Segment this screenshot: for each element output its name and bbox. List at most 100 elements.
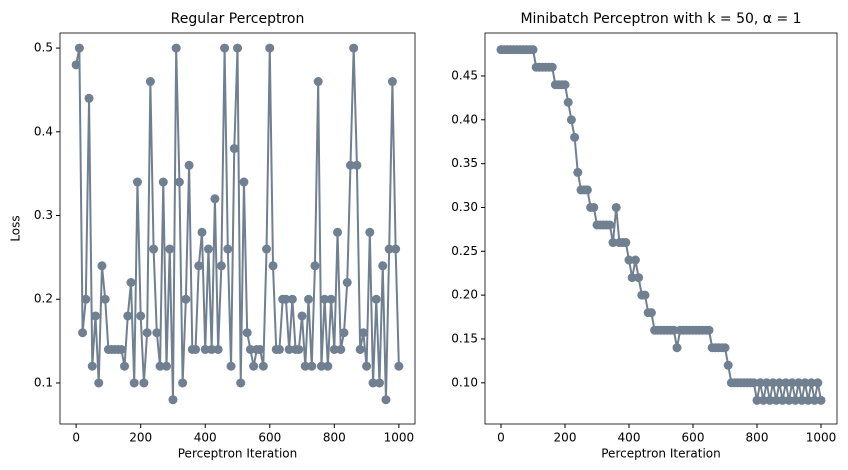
y-tick-label: 0.40 (451, 112, 478, 126)
point (184, 160, 194, 170)
point (608, 238, 618, 248)
point (132, 177, 142, 187)
point (758, 395, 768, 405)
point (129, 378, 139, 388)
point (790, 395, 800, 405)
x-axis-label: Perceptron Iteration (601, 447, 721, 461)
point (570, 132, 580, 142)
point (368, 378, 378, 388)
point (233, 43, 242, 53)
point (323, 361, 333, 371)
point (634, 273, 644, 283)
plot-area (71, 43, 404, 405)
point (749, 378, 759, 388)
loss-line (501, 48, 822, 401)
point (394, 361, 404, 371)
y-tick-label: 0.2 (34, 292, 53, 306)
point (781, 378, 791, 388)
y-tick-label: 0.10 (451, 375, 478, 389)
subplot-title: Minibatch Perceptron with k = 50, α = 1 (520, 11, 801, 27)
point (245, 344, 255, 354)
axes-frame (484, 32, 838, 425)
point (752, 395, 762, 405)
point (723, 360, 733, 370)
point (197, 227, 207, 237)
point (126, 278, 136, 288)
point (262, 244, 272, 254)
point (297, 311, 307, 321)
point (229, 144, 239, 154)
point (784, 395, 794, 405)
point (640, 290, 650, 300)
subplot: Regular Perceptron 0 200 400 600 800 1000 0.1 0.… (9, 11, 416, 461)
y-tick-label: 0.25 (451, 244, 478, 258)
point (258, 361, 268, 371)
point (352, 160, 362, 170)
point (787, 378, 797, 388)
y-axis-label: Loss (9, 215, 23, 241)
point (345, 160, 355, 170)
point (94, 378, 104, 388)
point (123, 311, 133, 321)
point (375, 378, 384, 388)
point (81, 294, 91, 304)
point (624, 255, 634, 265)
point (284, 344, 294, 354)
plot-area (496, 45, 826, 405)
point (200, 344, 210, 354)
point (800, 378, 810, 388)
point (249, 361, 259, 371)
point (74, 43, 84, 53)
point (765, 395, 775, 405)
point (806, 378, 816, 388)
point (349, 43, 359, 53)
point (768, 378, 778, 388)
point (78, 328, 88, 338)
point (91, 311, 100, 321)
point (326, 294, 336, 304)
x-tick-label: 200 (554, 431, 577, 445)
point (803, 395, 813, 405)
point (162, 361, 171, 371)
point (203, 244, 213, 254)
point (371, 294, 381, 304)
point (362, 361, 372, 371)
point (120, 361, 130, 371)
point (304, 294, 313, 304)
point (621, 238, 631, 248)
point (355, 344, 365, 354)
point (630, 255, 640, 265)
x-tick-label: 1000 (384, 431, 415, 445)
point (287, 294, 297, 304)
point (145, 77, 155, 87)
point (210, 194, 220, 204)
point (139, 378, 149, 388)
point (611, 202, 621, 212)
point (181, 294, 191, 304)
y-tick-label: 0.30 (451, 200, 478, 214)
point (342, 278, 352, 288)
point (268, 261, 278, 271)
x-axis-label: Perceptron Iteration (178, 447, 298, 461)
x-tick-label: 800 (746, 431, 769, 445)
point (762, 378, 772, 388)
point (771, 395, 781, 405)
point (794, 378, 804, 388)
point (213, 344, 223, 354)
y-tick-label: 0.35 (451, 156, 478, 170)
point (149, 244, 159, 254)
x-tick-label: 600 (682, 431, 705, 445)
point (294, 344, 304, 354)
point (560, 80, 570, 90)
point (778, 395, 788, 405)
point (339, 328, 349, 338)
subplot: Minibatch Perceptron with k = 50, α = 1 0… (451, 11, 838, 461)
y-tick-label: 0.3 (34, 208, 53, 222)
point (329, 344, 339, 354)
point (265, 43, 275, 53)
point (316, 361, 326, 371)
point (387, 77, 397, 87)
point (152, 328, 162, 338)
x-tick-label: 0 (497, 431, 505, 445)
